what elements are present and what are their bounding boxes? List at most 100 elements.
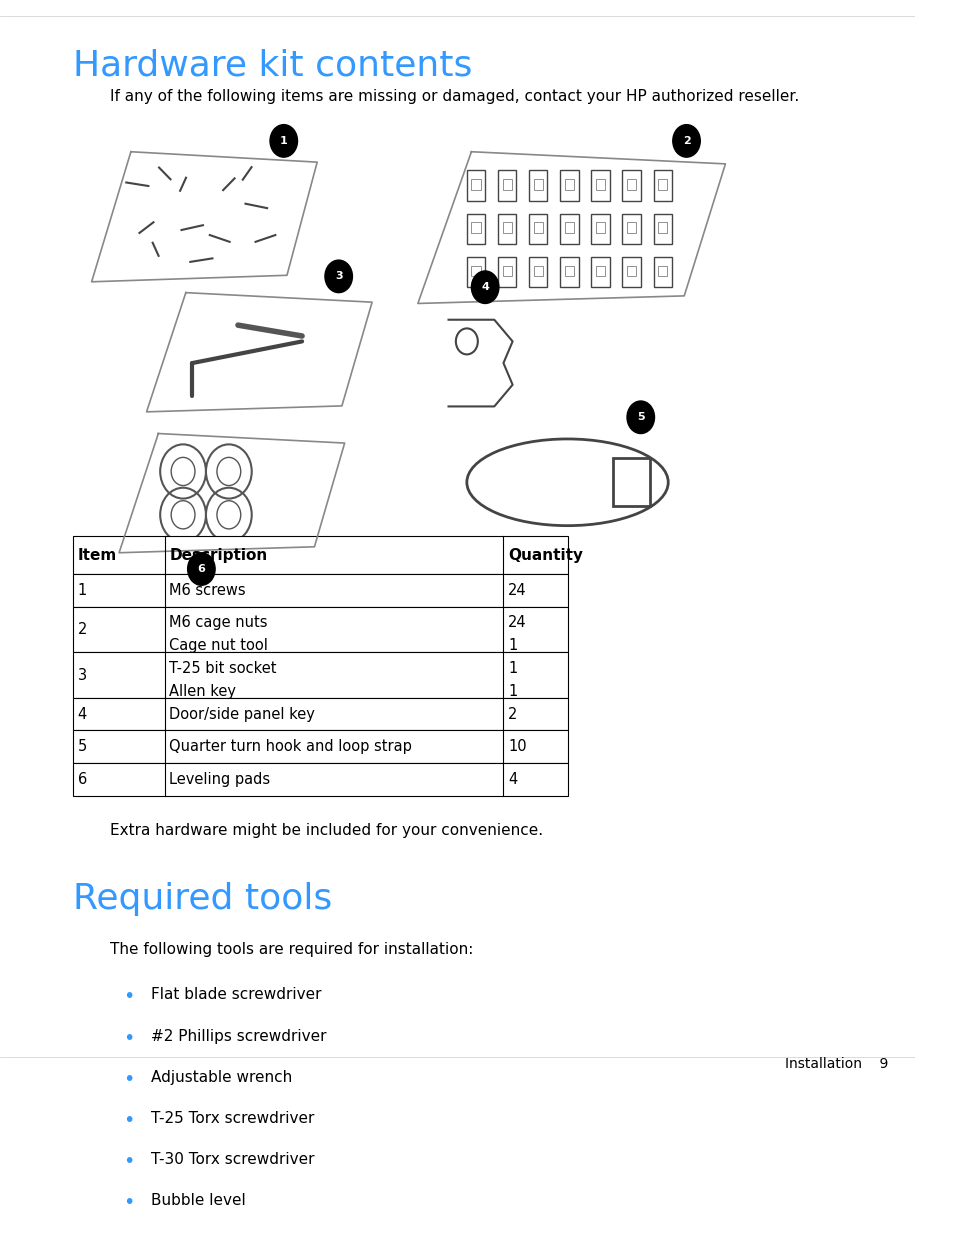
Bar xyxy=(653,170,671,200)
Bar xyxy=(596,266,604,277)
Bar xyxy=(502,179,511,190)
Text: 1: 1 xyxy=(78,583,87,598)
Bar xyxy=(529,257,547,288)
Text: M6 screws: M6 screws xyxy=(170,583,246,598)
Bar xyxy=(564,266,574,277)
Text: Allen key: Allen key xyxy=(170,684,236,699)
Text: Item: Item xyxy=(78,548,117,563)
Text: 3: 3 xyxy=(78,668,87,683)
Text: 5: 5 xyxy=(637,412,644,422)
Bar xyxy=(466,214,485,243)
Text: 1: 1 xyxy=(508,661,517,676)
FancyBboxPatch shape xyxy=(73,730,567,763)
Bar xyxy=(626,179,636,190)
Text: Hardware kit contents: Hardware kit contents xyxy=(73,48,472,83)
Bar xyxy=(591,257,609,288)
Bar xyxy=(529,214,547,243)
Text: #2 Phillips screwdriver: #2 Phillips screwdriver xyxy=(151,1029,326,1044)
Text: 24: 24 xyxy=(508,583,526,598)
Bar xyxy=(502,222,511,233)
Circle shape xyxy=(188,553,214,585)
Bar xyxy=(533,266,542,277)
Text: 10: 10 xyxy=(508,740,526,755)
FancyBboxPatch shape xyxy=(73,574,567,606)
Text: •: • xyxy=(124,987,134,1007)
Text: Quantity: Quantity xyxy=(508,548,582,563)
Bar xyxy=(596,179,604,190)
Circle shape xyxy=(270,125,297,157)
Circle shape xyxy=(471,270,498,304)
Bar xyxy=(497,214,516,243)
Bar xyxy=(621,170,640,200)
Text: Flat blade screwdriver: Flat blade screwdriver xyxy=(151,987,321,1003)
Text: 6: 6 xyxy=(197,564,205,574)
Bar xyxy=(658,266,666,277)
Text: Quarter turn hook and loop strap: Quarter turn hook and loop strap xyxy=(170,740,412,755)
Bar xyxy=(533,222,542,233)
Bar xyxy=(626,222,636,233)
Text: T-25 Torx screwdriver: T-25 Torx screwdriver xyxy=(151,1112,314,1126)
Bar xyxy=(466,170,485,200)
FancyBboxPatch shape xyxy=(73,536,567,574)
Bar xyxy=(626,266,636,277)
Text: •: • xyxy=(124,1112,134,1130)
Bar xyxy=(621,257,640,288)
Bar xyxy=(658,222,666,233)
Bar xyxy=(502,266,511,277)
Text: 5: 5 xyxy=(78,740,87,755)
Text: 24: 24 xyxy=(508,615,526,630)
Text: 1: 1 xyxy=(279,136,288,146)
Bar xyxy=(466,257,485,288)
Text: Adjustable wrench: Adjustable wrench xyxy=(151,1070,292,1084)
Text: Bubble level: Bubble level xyxy=(151,1193,246,1208)
Bar xyxy=(653,257,671,288)
Text: 2: 2 xyxy=(78,622,87,637)
Bar xyxy=(497,257,516,288)
Text: 4: 4 xyxy=(480,283,489,293)
Text: If any of the following items are missing or damaged, contact your HP authorized: If any of the following items are missin… xyxy=(110,89,799,104)
Bar xyxy=(613,458,649,506)
Bar xyxy=(653,214,671,243)
Text: Extra hardware might be included for your convenience.: Extra hardware might be included for you… xyxy=(110,823,542,837)
Text: M6 cage nuts: M6 cage nuts xyxy=(170,615,268,630)
Bar xyxy=(559,170,578,200)
Text: Leveling pads: Leveling pads xyxy=(170,772,271,787)
Circle shape xyxy=(626,401,654,433)
Text: 4: 4 xyxy=(78,706,87,721)
Text: Required tools: Required tools xyxy=(73,882,333,916)
Bar xyxy=(559,214,578,243)
Bar xyxy=(471,222,480,233)
Text: 1: 1 xyxy=(508,684,517,699)
Bar xyxy=(591,170,609,200)
Text: •: • xyxy=(124,1152,134,1171)
Text: T-25 bit socket: T-25 bit socket xyxy=(170,661,276,676)
Bar xyxy=(529,170,547,200)
Circle shape xyxy=(672,125,700,157)
Text: 1: 1 xyxy=(508,638,517,653)
Bar xyxy=(658,179,666,190)
Bar xyxy=(471,266,480,277)
Text: •: • xyxy=(124,1070,134,1089)
Text: 6: 6 xyxy=(78,772,87,787)
Text: Door/side panel key: Door/side panel key xyxy=(170,706,314,721)
FancyBboxPatch shape xyxy=(73,652,567,698)
FancyBboxPatch shape xyxy=(73,698,567,730)
Bar xyxy=(497,170,516,200)
Bar xyxy=(621,214,640,243)
Bar xyxy=(591,214,609,243)
Text: 4: 4 xyxy=(508,772,517,787)
Text: Description: Description xyxy=(170,548,267,563)
Bar xyxy=(559,257,578,288)
FancyBboxPatch shape xyxy=(73,763,567,795)
Text: •: • xyxy=(124,1193,134,1213)
Text: Cage nut tool: Cage nut tool xyxy=(170,638,268,653)
Text: The following tools are required for installation:: The following tools are required for ins… xyxy=(110,942,473,957)
FancyBboxPatch shape xyxy=(73,606,567,652)
Text: T-30 Torx screwdriver: T-30 Torx screwdriver xyxy=(151,1152,314,1167)
Bar xyxy=(533,179,542,190)
Bar xyxy=(471,179,480,190)
Bar xyxy=(596,222,604,233)
Bar xyxy=(564,179,574,190)
Text: •: • xyxy=(124,1029,134,1047)
Text: Installation    9: Installation 9 xyxy=(783,1057,887,1071)
